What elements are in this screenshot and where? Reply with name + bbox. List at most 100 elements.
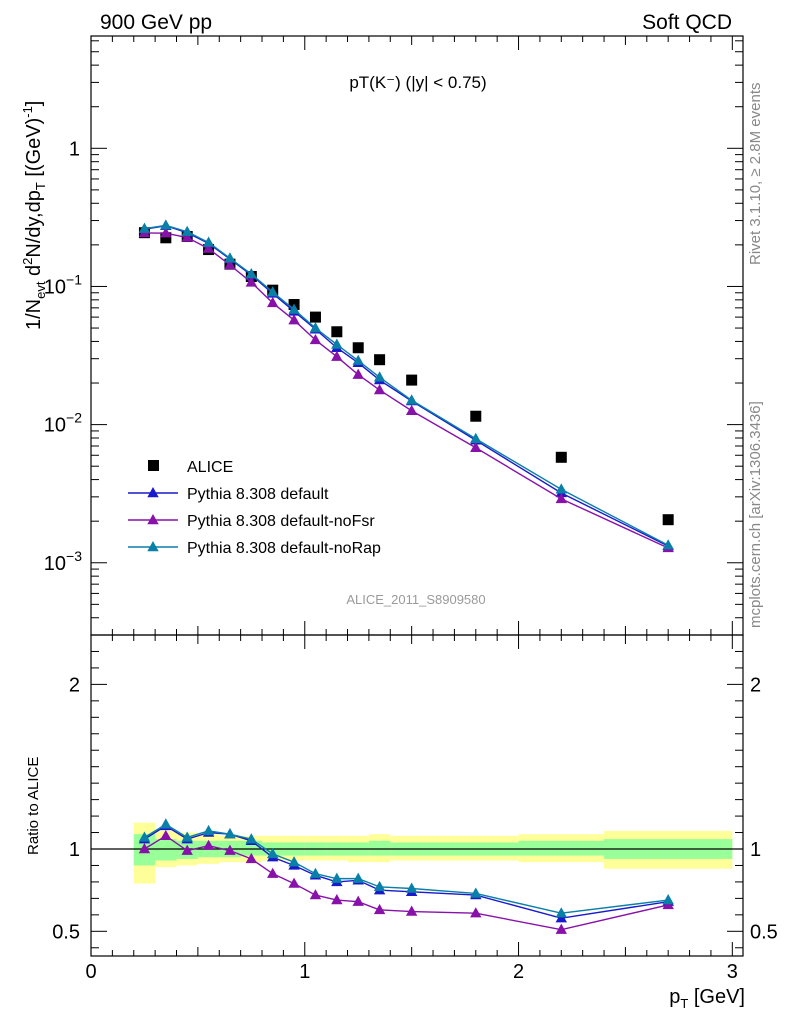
x-tick-label: 1 xyxy=(299,961,310,983)
ratio-point xyxy=(267,847,279,859)
y-tick-label: 1 xyxy=(69,138,80,160)
y-tick-label: 10−2 xyxy=(44,410,82,437)
legend-marker-triangle xyxy=(147,487,159,498)
ratio-point xyxy=(138,831,151,842)
data-point-mc xyxy=(288,303,300,314)
series-line xyxy=(144,224,669,546)
ratio-point xyxy=(138,843,151,854)
data-point-mc xyxy=(373,384,386,395)
ratio-point xyxy=(405,905,418,916)
data-point-alice xyxy=(331,326,343,338)
source-label: mcplots.cern.ch [arXiv:1306.3436] xyxy=(747,401,764,628)
ratio-y-tick-label: 2 xyxy=(69,674,80,696)
data-point-mc xyxy=(331,350,343,361)
data-point-mc xyxy=(309,322,322,333)
data-point-mc xyxy=(309,333,322,345)
data-point-mc xyxy=(138,222,151,233)
ratio-point xyxy=(160,829,172,841)
ratio-panel-frame xyxy=(90,634,744,957)
data-point-alice xyxy=(352,342,364,354)
header-left: 900 GeV pp xyxy=(100,11,212,34)
data-point-mc xyxy=(662,539,674,550)
ratio-series-line xyxy=(144,834,669,931)
data-point-mc xyxy=(288,314,300,325)
legend-label: Pythia 8.308 default-noFsr xyxy=(187,513,375,530)
ratio-point xyxy=(470,907,482,918)
ratio-point xyxy=(352,872,364,883)
ratio-y-tick-label-right: 0.5 xyxy=(750,921,778,943)
ratio-point xyxy=(224,828,236,839)
uncertainty-band xyxy=(133,822,733,884)
ratio-y-tick-label: 1 xyxy=(69,839,80,861)
ratio-point xyxy=(470,887,482,898)
ratio-point xyxy=(224,844,236,855)
ratio-point xyxy=(202,839,215,850)
data-point-mc xyxy=(470,432,482,443)
ratio-point xyxy=(662,894,674,905)
band-inner-bin xyxy=(155,839,177,861)
ratio-point xyxy=(331,894,343,905)
data-point-mc xyxy=(352,368,364,379)
data-point-mc xyxy=(245,276,258,287)
x-axis-label: pT [GeV] xyxy=(669,986,745,1011)
ratio-point xyxy=(245,852,258,864)
data-point-mc xyxy=(202,236,215,247)
legend-label: ALICE xyxy=(187,459,233,476)
legend: ALICE Pythia 8.308 default Pythia 8.308 de… xyxy=(128,459,381,557)
ratio-point xyxy=(288,877,300,888)
ratio-point xyxy=(373,880,386,892)
ratio-point xyxy=(309,889,322,900)
ratio-point xyxy=(288,856,300,867)
ratio-series-line xyxy=(144,825,669,919)
data-point-mc xyxy=(160,227,172,238)
data-point-mc xyxy=(245,268,258,279)
data-point-alice xyxy=(555,451,567,463)
data-point-mc xyxy=(224,258,236,270)
legend-marker-triangle xyxy=(147,541,159,552)
data-point-mc xyxy=(352,354,364,365)
data-point-mc xyxy=(181,231,193,242)
data-point-mc xyxy=(405,394,418,405)
data-point-mc xyxy=(267,296,279,308)
data-point-mc xyxy=(555,483,567,494)
data-point-alice xyxy=(470,410,482,422)
plot-title: pT(K⁻) (|y| < 0.75) xyxy=(349,73,486,92)
legend-label: Pythia 8.308 default xyxy=(187,486,329,503)
x-tick-label: 0 xyxy=(85,961,96,983)
ratio-y-tick-label: 0.5 xyxy=(52,921,80,943)
ratio-axis-label: Ratio to ALICE xyxy=(25,757,42,855)
data-point-alice xyxy=(374,354,386,366)
header-right: Soft QCD xyxy=(642,11,732,34)
data-point-mc xyxy=(202,242,215,253)
data-point-mc xyxy=(181,225,193,236)
y-tick-label: 10−3 xyxy=(44,548,82,575)
band-inner-bin xyxy=(368,840,391,856)
ratio-point xyxy=(309,867,322,878)
data-point-mc xyxy=(373,371,386,382)
analysis-watermark: ALICE_2011_S8909580 xyxy=(346,592,485,607)
data-point-mc xyxy=(555,492,567,504)
data-point-alice xyxy=(662,514,674,526)
ratio-point xyxy=(555,907,567,918)
data-point-mc xyxy=(224,252,236,263)
legend-label: Pythia 8.308 default-noRap xyxy=(187,540,381,557)
ratio-point xyxy=(245,833,258,844)
legend-marker-square xyxy=(148,460,159,471)
legend-marker-triangle xyxy=(147,514,159,525)
ratio-series-line xyxy=(144,823,669,914)
ratio-point xyxy=(267,867,279,878)
band-inner-bin xyxy=(518,840,605,856)
ratio-point xyxy=(331,872,343,883)
ratio-point xyxy=(555,923,567,934)
ratio-point xyxy=(202,824,215,836)
ratio-point xyxy=(181,831,193,842)
data-point-mc xyxy=(470,441,482,452)
x-tick-label: 2 xyxy=(513,961,524,983)
data-point-mc xyxy=(160,219,172,230)
data-point-alice xyxy=(309,311,321,323)
data-point-mc xyxy=(331,338,343,349)
ratio-point xyxy=(181,844,193,855)
series-line xyxy=(144,225,669,547)
